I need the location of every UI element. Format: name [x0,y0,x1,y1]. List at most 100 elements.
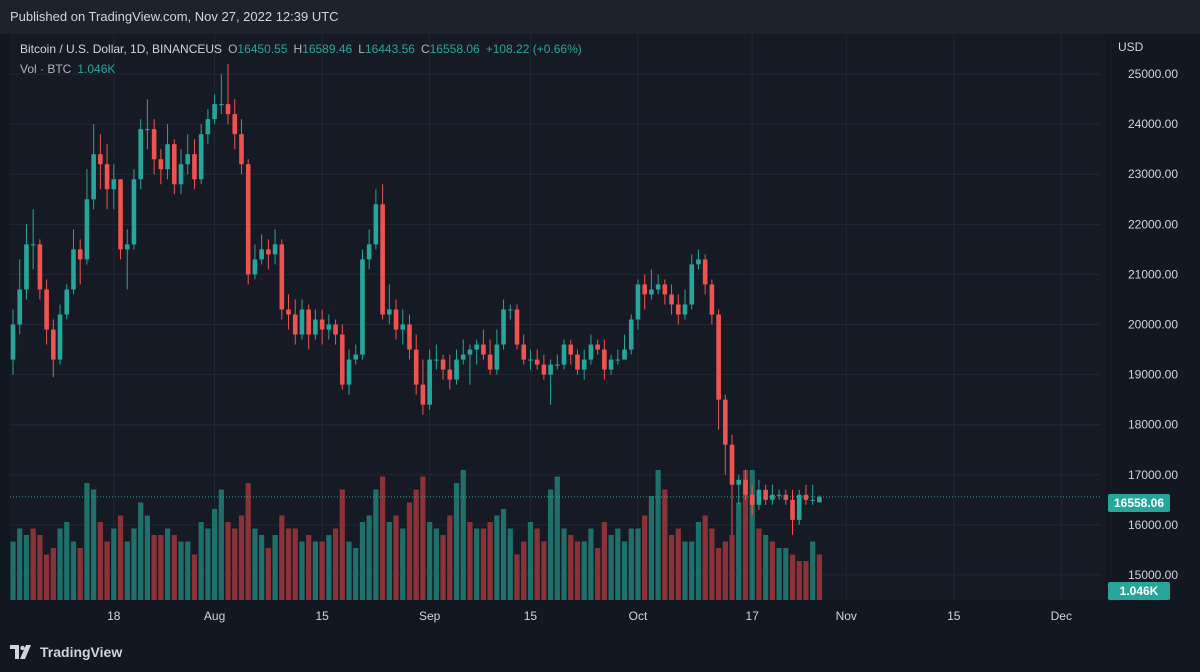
candle-body [205,119,211,135]
volume-bar [279,515,285,600]
volume-value: 1.046K [77,62,116,76]
candle-body [702,259,708,285]
volume-bar [117,515,124,600]
candle-body [266,249,271,255]
volume-bar [37,535,43,600]
volume-bar [440,535,446,600]
candle-body [192,154,197,180]
published-bar: Published on TradingView.com, Nov 27, 20… [0,0,1200,34]
candle-body [339,334,345,385]
candle-body [588,344,594,360]
candle-body [225,104,231,115]
tradingview-logo-icon [10,645,31,659]
candle-body [716,314,721,400]
volume-bar [474,528,480,600]
volume-bar [64,522,70,600]
candle-body [138,129,143,180]
candle-body [669,294,674,305]
candle-body [171,144,177,185]
candle-body [689,264,695,305]
volume-bar [521,541,527,600]
high-value: 16589.46 [302,42,353,56]
symbol-name[interactable]: Bitcoin / U.S. Dollar, 1D, BINANCEUS [20,42,223,56]
currency-label[interactable]: USD [1118,40,1144,54]
candle-body [534,359,540,365]
candle-body [783,494,789,500]
volume-bar [628,528,634,600]
x-tick-label: Sep [419,609,441,623]
volume-bar [70,541,77,600]
volume-bar [10,541,16,600]
candle-body [427,359,432,405]
volume-bar [675,528,681,600]
volume-bar [178,541,184,600]
volume-bar [702,515,708,600]
volume-bar [494,515,500,600]
volume-bar [158,535,164,600]
candle-body [104,164,110,190]
x-tick-label: Dec [1051,609,1072,623]
candle-body [380,204,385,315]
candle-body [481,344,486,355]
candle-body [373,204,379,245]
candle-body [494,344,500,370]
volume-bar [225,522,231,600]
volume-bar [346,541,352,600]
candle-body [796,494,802,520]
candle-body [346,359,352,385]
volume-bar [514,554,520,600]
volume-bar [44,554,50,600]
candle-body [252,259,258,275]
chart-area[interactable]: 15000.00 16000.00 17000.00 18000.00 19000.00… [10,34,1178,600]
tradingview-logo-text: TradingView [40,644,123,660]
volume-bar [198,522,204,600]
price-chart[interactable]: 15000.00 16000.00 17000.00 18000.00 19000.00… [10,34,1200,600]
candle-body [165,144,170,170]
volume-bar [111,528,117,600]
volume-bar [97,522,103,600]
volume-bar [151,535,157,600]
candle-body [245,164,251,275]
volume-bar [541,541,547,600]
volume-bar [57,528,63,600]
candle-body [124,244,130,250]
volume-bar [50,548,56,600]
volume-bar [554,476,560,600]
volume-bar [736,502,742,600]
time-axis[interactable]: 18 Aug 15 Sep 15 Oct 17 Nov 15 Dec [10,600,1105,630]
candle-body [655,284,661,290]
candle-body [595,344,600,350]
y-tick-label: 16000.00 [1128,518,1178,532]
tradingview-logo[interactable]: TradingView [10,644,122,660]
volume-bar [332,528,339,600]
low-label: L [358,42,365,56]
volume-bar [487,522,493,600]
candle-body [487,354,493,370]
y-tick-label: 25000.00 [1128,67,1178,81]
candle-body [313,319,318,335]
candle-body [212,104,217,120]
volume-label[interactable]: Vol · BTC [20,62,72,76]
candle-body [299,309,305,335]
candle-body [581,359,587,370]
candle-body [71,249,76,290]
volume-bar [380,476,386,600]
candle-body [393,309,399,330]
candle-body [151,129,157,160]
candle-body [649,289,654,295]
volume-bar [393,515,399,600]
change-value: +108.22 (+0.66%) [485,42,582,56]
x-tick-label: 15 [524,609,538,623]
x-tick-label: Nov [836,609,857,623]
candle-body [118,179,123,250]
volume-bar [124,541,130,600]
candle-body [548,364,553,375]
volume-bar [131,528,137,600]
volume-bar [655,470,661,600]
volume-bar [763,535,769,600]
volume-bar [460,470,466,600]
volume-bar [695,522,702,600]
volume-bar [581,541,587,600]
high-label: H [293,42,303,56]
candle-body [642,284,647,295]
